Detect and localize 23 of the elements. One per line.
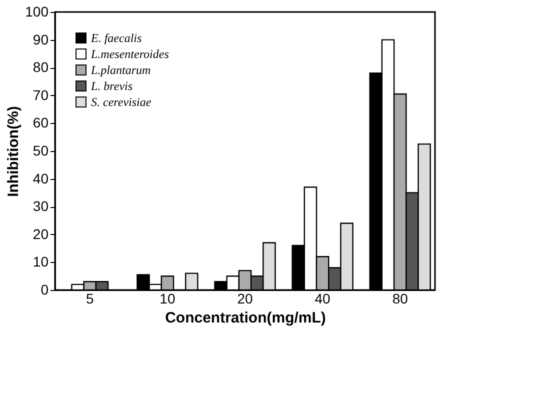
y-tick-label: 20 xyxy=(32,226,49,242)
legend-label: E. faecalis xyxy=(90,31,142,45)
y-tick-label: 10 xyxy=(32,254,49,270)
x-tick-label: 20 xyxy=(237,290,253,306)
y-tick-label: 80 xyxy=(32,59,49,76)
legend-label: L.plantarum xyxy=(90,63,152,77)
x-tick-label: 5 xyxy=(86,290,94,306)
y-tick-label: 40 xyxy=(32,170,49,186)
y-tick-label: 60 xyxy=(32,114,49,131)
y-tick-label: 0 xyxy=(40,282,49,298)
y-tick-label: 70 xyxy=(32,86,49,103)
x-tick-label: 10 xyxy=(160,290,176,306)
legend-label: L.mesenteroides xyxy=(90,47,170,61)
x-axis-title: Concentration(mg/mL) xyxy=(165,310,326,326)
legend-label: L. brevis xyxy=(90,79,133,93)
x-tick-label: 80 xyxy=(392,290,408,306)
x-tick-label: 40 xyxy=(314,290,331,306)
legend-label: S. cerevisiae xyxy=(91,95,152,109)
y-tick-label: 90 xyxy=(32,31,49,48)
y-tick-label: 50 xyxy=(32,142,49,158)
y-tick-label: 100 xyxy=(25,4,49,20)
y-axis-title: Inhibition(%) xyxy=(5,106,22,197)
y-tick-label: 30 xyxy=(32,198,49,214)
